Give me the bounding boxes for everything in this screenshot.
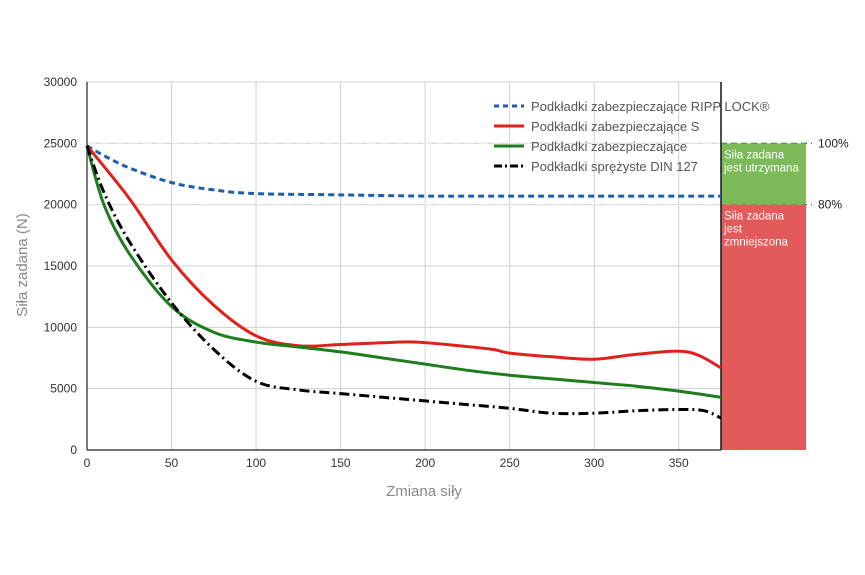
series-line-1 (86, 144, 721, 198)
x-tick-label: 50 (165, 456, 179, 470)
x-tick-label: 200 (415, 456, 435, 470)
series-line-4 (85, 145, 722, 420)
legend-label: Podkładki sprężyste DIN 127 (531, 159, 698, 174)
zone-label: jest utrzymana (723, 162, 799, 174)
legend-label: Podkładki zabezpieczające S (531, 119, 700, 134)
x-axis-title: Zmiana siły (386, 483, 462, 500)
reference-label: 80% (818, 198, 842, 212)
x-tick-label: 100 (246, 456, 266, 470)
x-tick-label: 300 (584, 456, 604, 470)
x-tick-label: 0 (84, 456, 91, 470)
series-line-2 (85, 144, 722, 370)
series-lines (85, 144, 722, 420)
y-axis-title: Siła zadana (N) (14, 213, 31, 316)
y-tick-label: 10000 (44, 320, 78, 334)
y-tick-label: 20000 (44, 198, 78, 212)
reference-label: 100% (818, 136, 849, 150)
x-tick-label: 150 (331, 456, 351, 470)
y-tick-label: 25000 (44, 136, 78, 150)
legend: Podkładki zabezpieczające RIPP LOCK® Podk… (494, 99, 770, 174)
legend-label: Podkładki zabezpieczające RIPP LOCK® (531, 99, 770, 114)
zone-block (721, 204, 806, 450)
zone-label: Siła zadana (724, 149, 785, 161)
y-tick-label: 5000 (50, 382, 77, 396)
legend-label: Podkładki zabezpieczające (531, 139, 687, 154)
y-tick-label: 30000 (44, 75, 78, 89)
zone-label: jest (723, 224, 743, 236)
grid (87, 81, 721, 450)
x-tick-label: 250 (500, 456, 520, 470)
series-line-3 (85, 145, 722, 399)
x-tick-label: 350 (669, 456, 689, 470)
zone-label: zmniejszona (724, 237, 789, 249)
zone-block (721, 143, 806, 205)
axes (86, 82, 722, 451)
y-tick-label: 15000 (44, 259, 78, 273)
zone-label: Siła zadana (724, 211, 785, 223)
tick-labels: 0 5000 10000 15000 20000 25000 30000 0 50 100 150 2… (44, 75, 689, 470)
y-tick-label: 0 (70, 443, 77, 457)
